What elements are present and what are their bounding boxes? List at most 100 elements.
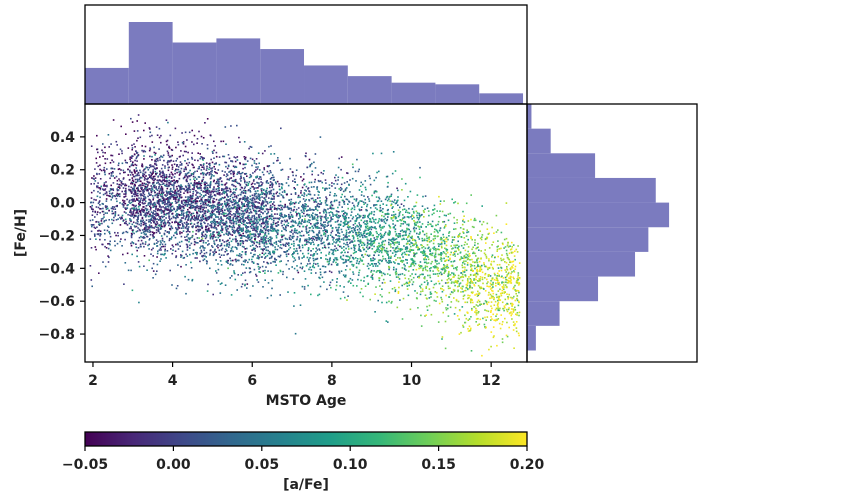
scatter-point [95,221,97,223]
scatter-point [307,187,310,189]
scatter-point [200,156,202,158]
scatter-point [273,153,276,155]
scatter-point [462,270,464,272]
scatter-point [117,214,120,216]
scatter-point [493,296,495,299]
scatter-point [292,202,294,204]
scatter-point [190,214,193,217]
scatter-point [239,183,242,186]
scatter-point [142,236,145,238]
scatter-point [485,236,488,239]
scatter-point [305,210,308,212]
scatter-point [218,233,221,235]
scatter-point [340,228,343,231]
scatter-point [497,267,500,269]
scatter-point [272,183,274,186]
scatter-point [176,213,178,215]
scatter-point [110,193,113,195]
scatter-point [255,227,258,229]
scatter-point [107,225,109,228]
scatter-point [312,231,315,234]
scatter-point [374,207,377,209]
scatter-point [119,195,121,198]
scatter-point [360,279,362,282]
scatter-point [228,231,230,233]
scatter-point [130,227,132,230]
scatter-point [339,189,342,191]
scatter-point [230,259,232,262]
scatter-point [426,255,428,257]
scatter-point [103,229,106,231]
scatter-point [433,235,435,237]
scatter-point [329,281,332,284]
scatter-point [254,183,256,185]
scatter-point [358,224,361,226]
scatter-point [346,221,349,223]
scatter-point [493,304,496,306]
scatter-point [317,174,320,176]
scatter-point [335,247,338,250]
scatter-point [465,260,467,262]
scatter-point [349,191,351,193]
scatter-point [488,259,490,262]
scatter-point [338,157,340,160]
scatter-point [244,261,246,263]
scatter-point [396,306,399,309]
scatter-point [242,167,244,170]
scatter-point [511,246,513,248]
scatter-point [139,171,142,174]
scatter-point [185,150,187,153]
scatter-point [330,231,333,234]
right-histogram-bar [527,301,560,326]
scatter-point [261,182,264,184]
scatter-point [346,172,348,174]
scatter-point [253,197,255,200]
scatter-point [130,225,132,228]
scatter-point [250,211,253,214]
scatter-point [292,210,295,212]
scatter-point [462,247,465,249]
scatter-point [280,247,283,250]
scatter-point [304,183,306,185]
scatter-point [226,167,229,170]
scatter-point [268,172,270,175]
scatter-point [96,172,98,175]
scatter-point [231,264,234,266]
scatter-point [402,256,404,258]
scatter-point [334,193,336,195]
scatter-point [166,187,169,190]
scatter-point [253,233,255,235]
scatter-point [128,179,131,181]
scatter-point [297,222,300,225]
scatter-point [143,198,146,201]
scatter-point [497,299,499,302]
scatter-point [201,143,203,145]
scatter-point [190,174,193,177]
scatter-point [267,165,270,168]
scatter-point [268,197,270,199]
scatter-point [505,271,507,273]
scatter-point [160,218,162,221]
scatter-point [203,163,205,165]
scatter-point [410,258,412,260]
scatter-point [329,194,331,196]
scatter-point [166,205,169,207]
scatter-point [110,189,112,191]
scatter-point [497,290,500,292]
scatter-point [353,249,356,251]
scatter-point [406,282,409,285]
scatter-point [328,270,331,273]
scatter-point [109,243,111,246]
scatter-point [503,309,505,312]
scatter-point [242,198,244,201]
scatter-point [358,240,361,243]
scatter-point [317,215,319,218]
scatter-point [298,258,300,260]
scatter-point [307,234,310,236]
scatter-point [504,284,507,286]
scatter-point [312,264,314,267]
scatter-point [116,183,119,185]
scatter-point [167,191,170,193]
scatter-point [218,213,220,216]
scatter-point [366,265,369,267]
